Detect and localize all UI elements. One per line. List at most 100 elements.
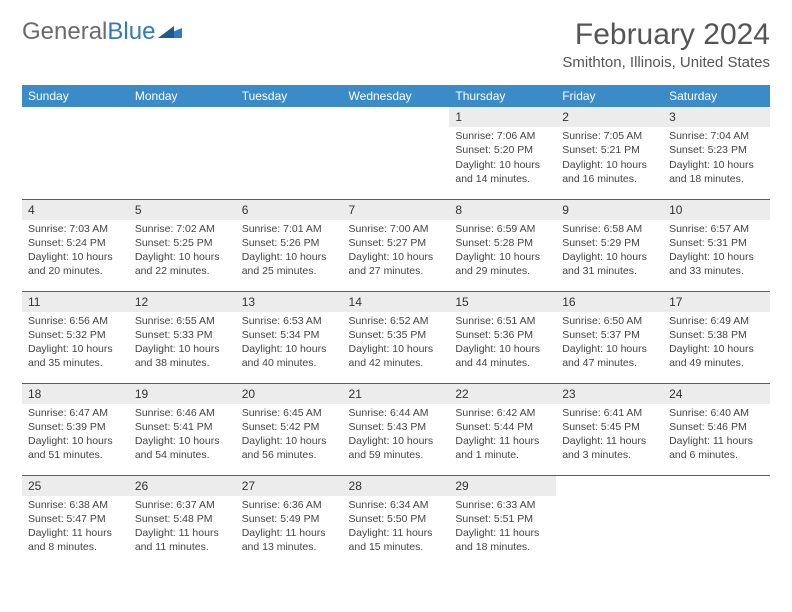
sunset-text: Sunset: 5:36 PM xyxy=(455,328,550,342)
sunset-text: Sunset: 5:43 PM xyxy=(349,420,444,434)
day-details: Sunrise: 6:52 AMSunset: 5:35 PMDaylight:… xyxy=(343,314,450,375)
day-number: 15 xyxy=(449,292,556,312)
sunrise-text: Sunrise: 7:05 AM xyxy=(562,129,657,143)
sunset-text: Sunset: 5:51 PM xyxy=(455,512,550,526)
calendar-day-cell: 16Sunrise: 6:50 AMSunset: 5:37 PMDayligh… xyxy=(556,291,663,383)
calendar-day-cell: 23Sunrise: 6:41 AMSunset: 5:45 PMDayligh… xyxy=(556,383,663,475)
day-details: Sunrise: 6:59 AMSunset: 5:28 PMDaylight:… xyxy=(449,222,556,283)
sunrise-text: Sunrise: 6:44 AM xyxy=(349,406,444,420)
sunrise-text: Sunrise: 6:34 AM xyxy=(349,498,444,512)
calendar-table: Sunday Monday Tuesday Wednesday Thursday… xyxy=(22,85,770,567)
daylight-text: Daylight: 10 hours and 20 minutes. xyxy=(28,250,123,278)
sunrise-text: Sunrise: 7:03 AM xyxy=(28,222,123,236)
day-details: Sunrise: 6:55 AMSunset: 5:33 PMDaylight:… xyxy=(129,314,236,375)
weekday-header: Tuesday xyxy=(236,85,343,107)
sunset-text: Sunset: 5:45 PM xyxy=(562,420,657,434)
sunset-text: Sunset: 5:23 PM xyxy=(669,143,764,157)
day-number: 22 xyxy=(449,384,556,404)
day-number: 23 xyxy=(556,384,663,404)
day-number: 18 xyxy=(22,384,129,404)
sunset-text: Sunset: 5:49 PM xyxy=(242,512,337,526)
day-details: Sunrise: 6:58 AMSunset: 5:29 PMDaylight:… xyxy=(556,222,663,283)
day-details: Sunrise: 7:01 AMSunset: 5:26 PMDaylight:… xyxy=(236,222,343,283)
calendar-day-cell xyxy=(129,107,236,199)
day-number: 21 xyxy=(343,384,450,404)
calendar-day-cell xyxy=(663,475,770,567)
daylight-text: Daylight: 11 hours and 15 minutes. xyxy=(349,526,444,554)
calendar-day-cell: 18Sunrise: 6:47 AMSunset: 5:39 PMDayligh… xyxy=(22,383,129,475)
daylight-text: Daylight: 10 hours and 47 minutes. xyxy=(562,342,657,370)
day-number: 19 xyxy=(129,384,236,404)
calendar-day-cell: 13Sunrise: 6:53 AMSunset: 5:34 PMDayligh… xyxy=(236,291,343,383)
sunset-text: Sunset: 5:48 PM xyxy=(135,512,230,526)
sunrise-text: Sunrise: 6:47 AM xyxy=(28,406,123,420)
sunrise-text: Sunrise: 6:49 AM xyxy=(669,314,764,328)
daylight-text: Daylight: 10 hours and 51 minutes. xyxy=(28,434,123,462)
daylight-text: Daylight: 11 hours and 11 minutes. xyxy=(135,526,230,554)
day-details: Sunrise: 6:51 AMSunset: 5:36 PMDaylight:… xyxy=(449,314,556,375)
sunrise-text: Sunrise: 6:45 AM xyxy=(242,406,337,420)
daylight-text: Daylight: 10 hours and 22 minutes. xyxy=(135,250,230,278)
sunset-text: Sunset: 5:44 PM xyxy=(455,420,550,434)
day-number: 5 xyxy=(129,200,236,220)
sunset-text: Sunset: 5:21 PM xyxy=(562,143,657,157)
daylight-text: Daylight: 10 hours and 16 minutes. xyxy=(562,158,657,186)
calendar-day-cell: 2 Sunrise: 7:05 AMSunset: 5:21 PMDaylight… xyxy=(556,107,663,199)
daylight-text: Daylight: 10 hours and 42 minutes. xyxy=(349,342,444,370)
day-number: 17 xyxy=(663,292,770,312)
location: Smithton, Illinois, United States xyxy=(562,54,770,71)
day-number: 8 xyxy=(449,200,556,220)
sunset-text: Sunset: 5:33 PM xyxy=(135,328,230,342)
day-details: Sunrise: 6:57 AMSunset: 5:31 PMDaylight:… xyxy=(663,222,770,283)
daylight-text: Daylight: 10 hours and 49 minutes. xyxy=(669,342,764,370)
sunset-text: Sunset: 5:31 PM xyxy=(669,236,764,250)
day-number: 14 xyxy=(343,292,450,312)
calendar-day-cell xyxy=(236,107,343,199)
sunrise-text: Sunrise: 6:57 AM xyxy=(669,222,764,236)
month-title: February 2024 xyxy=(562,18,770,52)
sunrise-text: Sunrise: 6:56 AM xyxy=(28,314,123,328)
day-details: Sunrise: 7:00 AMSunset: 5:27 PMDaylight:… xyxy=(343,222,450,283)
day-details: Sunrise: 6:40 AMSunset: 5:46 PMDaylight:… xyxy=(663,406,770,467)
calendar-day-cell: 7Sunrise: 7:00 AMSunset: 5:27 PMDaylight… xyxy=(343,199,450,291)
calendar-week-row: 25Sunrise: 6:38 AMSunset: 5:47 PMDayligh… xyxy=(22,475,770,567)
calendar-day-cell: 17Sunrise: 6:49 AMSunset: 5:38 PMDayligh… xyxy=(663,291,770,383)
calendar-day-cell: 8Sunrise: 6:59 AMSunset: 5:28 PMDaylight… xyxy=(449,199,556,291)
day-details: Sunrise: 6:45 AMSunset: 5:42 PMDaylight:… xyxy=(236,406,343,467)
calendar-day-cell: 20Sunrise: 6:45 AMSunset: 5:42 PMDayligh… xyxy=(236,383,343,475)
sunrise-text: Sunrise: 6:33 AM xyxy=(455,498,550,512)
day-details: Sunrise: 7:06 AMSunset: 5:20 PMDaylight:… xyxy=(449,129,556,190)
daylight-text: Daylight: 10 hours and 44 minutes. xyxy=(455,342,550,370)
day-details: Sunrise: 7:04 AMSunset: 5:23 PMDaylight:… xyxy=(663,129,770,190)
day-number: 4 xyxy=(22,200,129,220)
weekday-header: Wednesday xyxy=(343,85,450,107)
day-details: Sunrise: 6:47 AMSunset: 5:39 PMDaylight:… xyxy=(22,406,129,467)
sunrise-text: Sunrise: 6:59 AM xyxy=(455,222,550,236)
sunrise-text: Sunrise: 7:01 AM xyxy=(242,222,337,236)
day-number: 11 xyxy=(22,292,129,312)
daylight-text: Daylight: 10 hours and 35 minutes. xyxy=(28,342,123,370)
weekday-header: Saturday xyxy=(663,85,770,107)
sunset-text: Sunset: 5:28 PM xyxy=(455,236,550,250)
sunrise-text: Sunrise: 6:52 AM xyxy=(349,314,444,328)
sunrise-text: Sunrise: 6:40 AM xyxy=(669,406,764,420)
sunrise-text: Sunrise: 6:36 AM xyxy=(242,498,337,512)
daylight-text: Daylight: 10 hours and 27 minutes. xyxy=(349,250,444,278)
weekday-header: Sunday xyxy=(22,85,129,107)
day-number: 2 xyxy=(556,107,663,127)
sunrise-text: Sunrise: 7:02 AM xyxy=(135,222,230,236)
calendar-day-cell: 29Sunrise: 6:33 AMSunset: 5:51 PMDayligh… xyxy=(449,475,556,567)
day-number: 29 xyxy=(449,476,556,496)
calendar-day-cell: 15Sunrise: 6:51 AMSunset: 5:36 PMDayligh… xyxy=(449,291,556,383)
day-number: 9 xyxy=(556,200,663,220)
day-details: Sunrise: 6:44 AMSunset: 5:43 PMDaylight:… xyxy=(343,406,450,467)
sunset-text: Sunset: 5:32 PM xyxy=(28,328,123,342)
daylight-text: Daylight: 10 hours and 29 minutes. xyxy=(455,250,550,278)
sunrise-text: Sunrise: 7:04 AM xyxy=(669,129,764,143)
flag-icon xyxy=(158,22,184,43)
daylight-text: Daylight: 10 hours and 25 minutes. xyxy=(242,250,337,278)
calendar-day-cell: 19Sunrise: 6:46 AMSunset: 5:41 PMDayligh… xyxy=(129,383,236,475)
daylight-text: Daylight: 10 hours and 38 minutes. xyxy=(135,342,230,370)
calendar-day-cell: 24Sunrise: 6:40 AMSunset: 5:46 PMDayligh… xyxy=(663,383,770,475)
calendar-day-cell: 3Sunrise: 7:04 AMSunset: 5:23 PMDaylight… xyxy=(663,107,770,199)
